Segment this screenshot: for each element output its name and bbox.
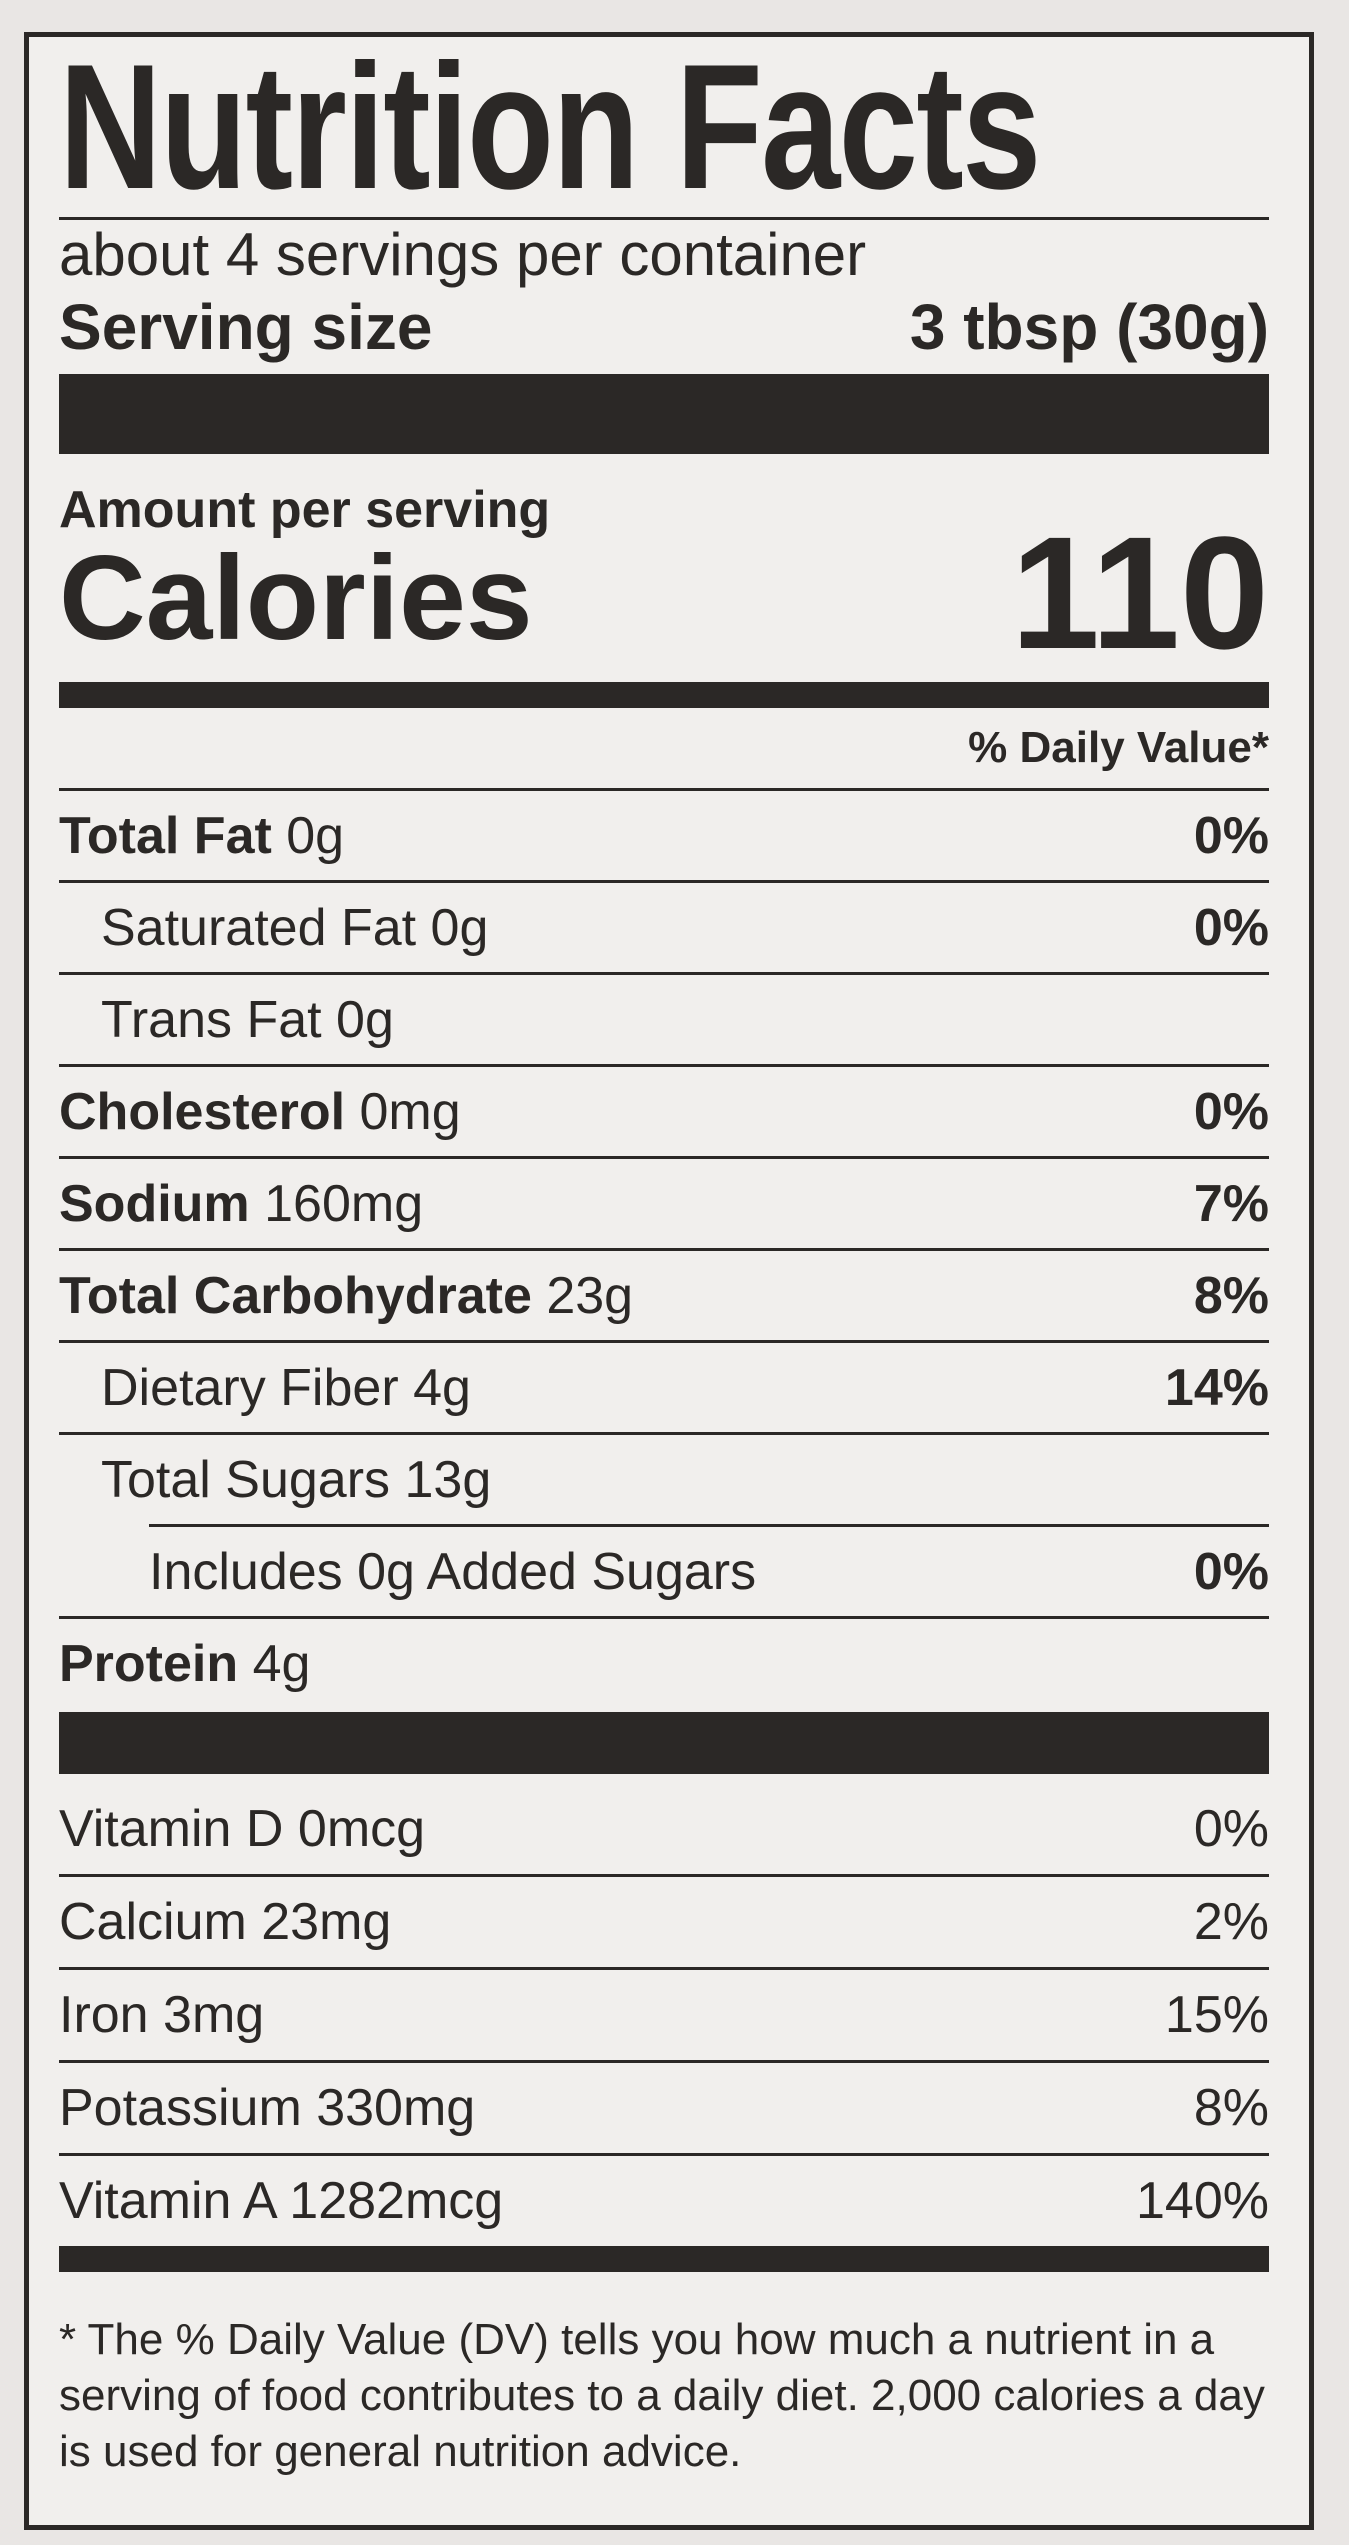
vitamin-dv: 15% [1164, 1986, 1269, 2044]
calories-value: 110 [1010, 503, 1269, 682]
divider [59, 217, 1269, 220]
nutrient-dv: 8% [1193, 1266, 1269, 1325]
vitamins-section: Vitamin D 0mcg 0% Calcium 23mg 2% Iron 3mg… [59, 1784, 1269, 2246]
vitamin-row: Potassium 330mg 8% [59, 2060, 1269, 2153]
nutrient-amount: 0g [336, 990, 394, 1049]
nutrient-name: Total Sugars [101, 1450, 391, 1509]
nutrient-amount: 13g [404, 1450, 492, 1509]
serving-size-label: Serving size [59, 291, 433, 363]
nutrient-row-saturated-fat: Saturated Fat 0g 0% [59, 880, 1269, 972]
nutrient-dv: 0% [1193, 898, 1269, 957]
vitamin-text: Vitamin A 1282mcg [59, 2172, 504, 2230]
vitamin-row: Iron 3mg 15% [59, 1967, 1269, 2060]
calories-row: Calories 110 [59, 513, 1269, 673]
thick-divider [59, 374, 1269, 454]
nutrient-row-trans-fat: Trans Fat 0g [59, 972, 1269, 1064]
vitamin-dv: 2% [1193, 1893, 1269, 1951]
nutrient-dv: 14% [1164, 1358, 1269, 1417]
vitamin-dv: 140% [1136, 2172, 1269, 2230]
nutrient-row-total-sugars: Total Sugars 13g [59, 1432, 1269, 1524]
nutrient-row-total-carbohydrate: Total Carbohydrate 23g 8% [59, 1248, 1269, 1340]
nutrient-amount: 0g [430, 898, 489, 957]
vitamin-row: Calcium 23mg 2% [59, 1874, 1269, 1967]
nutrition-facts-label: Nutrition Facts about 4 servings per con… [24, 32, 1314, 2530]
nutrient-name: Trans Fat [101, 990, 322, 1049]
vitamin-row: Vitamin A 1282mcg 140% [59, 2153, 1269, 2246]
nutrient-amount: 0mg [359, 1082, 461, 1141]
calories-label: Calories [59, 531, 533, 665]
nutrient-name: Sodium [59, 1174, 250, 1233]
vitamin-text: Vitamin D 0mcg [59, 1800, 426, 1858]
nutrient-dv: 7% [1193, 1174, 1269, 1233]
nutrient-amount: 160mg [264, 1174, 424, 1233]
nutrient-row-dietary-fiber: Dietary Fiber 4g 14% [59, 1340, 1269, 1432]
nutrient-amount: 4g [252, 1634, 311, 1693]
nutrient-name: Total Carbohydrate [59, 1266, 532, 1325]
nutrient-dv: 0% [1193, 1082, 1269, 1141]
nutrient-row-added-sugars: Includes 0g Added Sugars 0% [59, 1527, 1269, 1616]
footnote: * The % Daily Value (DV) tells you how m… [59, 2315, 1265, 2476]
divider [149, 1524, 1269, 1527]
serving-size: Serving size 3 tbsp (30g) [59, 290, 1269, 368]
vitamin-text: Potassium 330mg [59, 2079, 476, 2137]
nutrient-row-sodium: Sodium 160mg 7% [59, 1156, 1269, 1248]
nutrient-amount: 23g [546, 1266, 634, 1325]
nutrient-row-cholesterol: Cholesterol 0mg 0% [59, 1064, 1269, 1156]
nutrient-name: Dietary Fiber [101, 1358, 399, 1417]
medium-divider [59, 682, 1269, 708]
nutrient-amount: 0g [286, 806, 345, 865]
nutrient-name: Total Fat [59, 806, 272, 865]
nutrient-dv: 0% [1193, 806, 1269, 865]
nutrient-name: Includes 0g Added Sugars [149, 1542, 757, 1601]
servings-per-container: about 4 servings per container [59, 221, 867, 288]
nutrient-amount: 4g [413, 1358, 471, 1417]
nutrient-name: Protein [59, 1634, 239, 1693]
nutrient-row-protein: Protein 4g [59, 1616, 1269, 1708]
medium-divider [59, 2246, 1269, 2272]
nutrient-name: Saturated Fat [101, 898, 417, 957]
daily-value-header: % Daily Value* [968, 723, 1269, 772]
vitamin-dv: 8% [1193, 2079, 1269, 2137]
vitamin-row: Vitamin D 0mcg 0% [59, 1784, 1269, 1874]
label-title: Nutrition Facts [59, 27, 1041, 226]
vitamin-text: Iron 3mg [59, 1986, 265, 2044]
nutrient-name: Cholesterol [59, 1082, 346, 1141]
vitamin-dv: 0% [1193, 1800, 1269, 1858]
serving-size-value: 3 tbsp (30g) [909, 291, 1269, 363]
amount-per-serving: Amount per serving [59, 481, 551, 539]
vitamin-text: Calcium 23mg [59, 1893, 392, 1951]
thick-divider [59, 1712, 1269, 1774]
nutrient-row-total-fat: Total Fat 0g 0% [59, 788, 1269, 880]
nutrient-dv: 0% [1193, 1542, 1269, 1601]
